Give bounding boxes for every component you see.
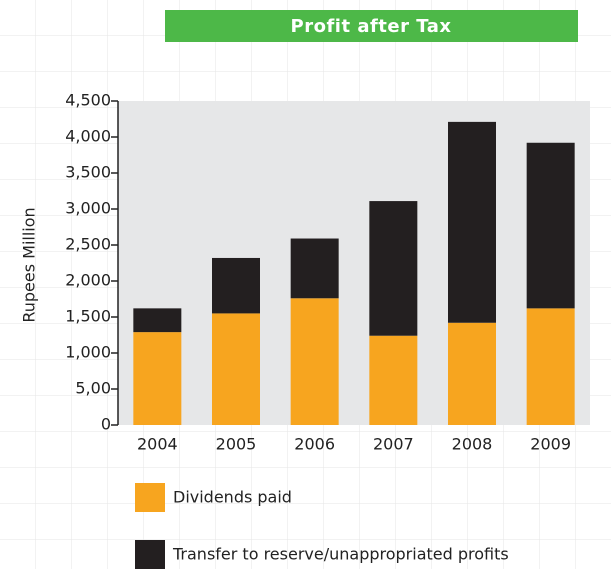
bar-segment (212, 257, 260, 314)
y-tick-label: 3,000 (65, 199, 111, 218)
bar-segment (290, 298, 339, 425)
bar-segment (526, 308, 575, 425)
bar-segment (369, 201, 418, 336)
bar-segment (290, 238, 339, 299)
y-tick-label: 3,500 (65, 163, 111, 182)
x-tick-label: 2005 (216, 435, 257, 454)
y-tick-label: 4,500 (65, 91, 111, 110)
y-tick-label: 2,000 (65, 271, 111, 290)
x-tick-label: 2007 (373, 435, 414, 454)
bar-segment (448, 322, 496, 425)
y-tick-label: 4,000 (65, 127, 111, 146)
bar-segment (369, 335, 418, 425)
bar-segment (133, 332, 182, 425)
y-tick-label: 5,00 (75, 379, 111, 398)
x-tick-label: 2008 (452, 435, 493, 454)
legend-label: Dividends paid (173, 488, 292, 507)
x-tick-label: 2009 (530, 435, 571, 454)
x-tick-label: 2006 (294, 435, 335, 454)
bar-segment (212, 313, 260, 425)
chart-title: Profit after Tax (291, 16, 452, 37)
legend-swatch (135, 540, 165, 569)
legend-swatch (135, 483, 165, 512)
y-tick-label: 1,500 (65, 307, 111, 326)
title-banner (165, 10, 578, 42)
plot-area (118, 101, 590, 425)
x-tick-label: 2004 (137, 435, 178, 454)
bar-segment (526, 142, 575, 309)
bar-segment (448, 121, 496, 323)
bar-segment (133, 308, 182, 333)
y-tick-label: 2,500 (65, 235, 111, 254)
y-tick-label: 0 (101, 415, 111, 434)
legend-label: Transfer to reserve/unappropriated profi… (172, 545, 509, 564)
y-tick-label: 1,000 (65, 343, 111, 362)
y-axis-label: Rupees Million (20, 207, 39, 322)
